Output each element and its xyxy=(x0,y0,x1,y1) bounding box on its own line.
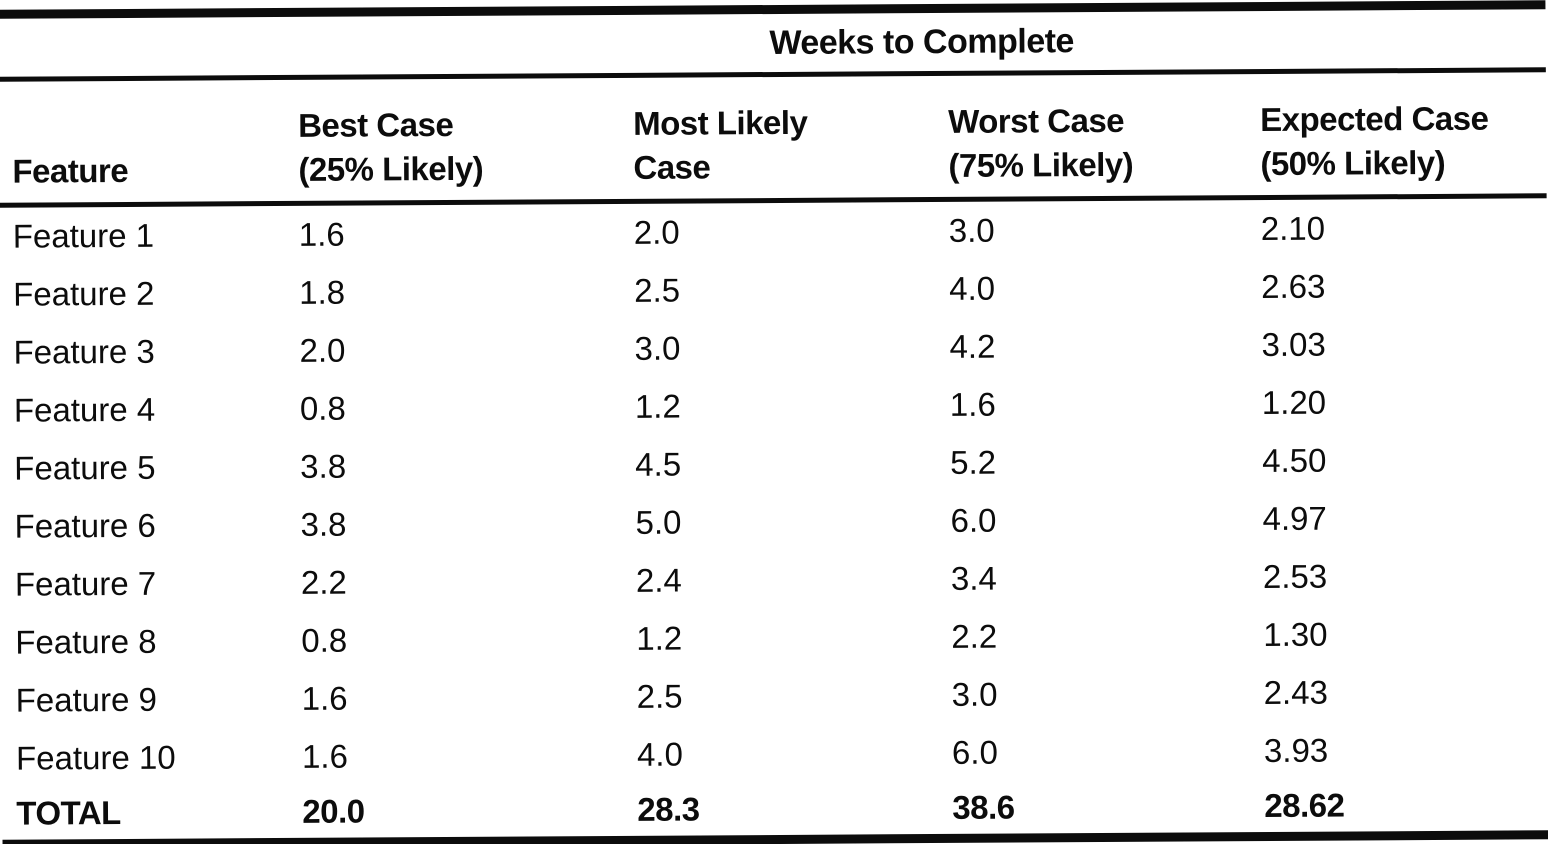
feature-cell: Feature 4 xyxy=(13,390,156,429)
most-likely-cell: 2.5 xyxy=(634,271,681,309)
worst-case-cell: 3.0 xyxy=(948,211,995,249)
worst-case-cell: 4.2 xyxy=(949,327,996,365)
expected-case-cell: 3.93 xyxy=(1263,731,1329,770)
table-row: Feature 1 1.6 2.0 3.0 2.10 xyxy=(0,198,1547,265)
table-row: Feature 5 3.8 4.5 5.2 4.50 xyxy=(0,430,1548,497)
most-likely-cell: 2.0 xyxy=(633,213,680,251)
feature-cell: Feature 8 xyxy=(15,622,157,661)
feature-cell: Feature 10 xyxy=(15,738,176,777)
best-case-cell: 0.8 xyxy=(301,621,348,659)
table-row: Feature 7 2.2 2.4 3.4 2.53 xyxy=(1,546,1548,613)
expected-case-cell: 3.03 xyxy=(1261,325,1326,364)
table-row: Feature 8 0.8 1.2 2.2 1.30 xyxy=(1,604,1548,671)
col-header-expected-case: Expected Case (50% Likely) xyxy=(1260,99,1489,183)
total-label: TOTAL xyxy=(16,793,121,832)
expected-case-cell: 1.20 xyxy=(1261,383,1327,422)
table-row: Feature 10 1.6 4.0 6.0 3.93 xyxy=(2,720,1548,787)
table-row: Feature 6 3.8 5.0 6.0 4.97 xyxy=(0,488,1548,555)
feature-cell: Feature 3 xyxy=(13,332,155,371)
worst-case-cell: 6.0 xyxy=(951,733,998,771)
feature-cell: Feature 6 xyxy=(14,506,156,545)
col-header-feature: Feature xyxy=(12,151,129,190)
table-row: Feature 2 1.8 2.5 4.0 2.63 xyxy=(0,256,1547,323)
col-header-worst-case: Worst Case (75% Likely) xyxy=(948,101,1134,184)
table-row: Feature 3 2.0 3.0 4.2 3.03 xyxy=(0,314,1548,381)
most-likely-cell: 3.0 xyxy=(634,329,681,367)
feature-cell: Feature 7 xyxy=(14,564,157,603)
most-likely-cell: 1.2 xyxy=(636,619,683,657)
best-case-cell: 0.8 xyxy=(299,389,346,427)
total-most-likely-cell: 28.3 xyxy=(637,790,700,828)
total-best-case-cell: 20.0 xyxy=(302,792,365,830)
best-case-cell: 3.8 xyxy=(300,505,347,543)
spanner-row: Weeks to Complete xyxy=(0,9,1546,76)
table-row: Feature 9 1.6 2.5 3.0 2.43 xyxy=(1,662,1548,729)
feature-cell: Feature 5 xyxy=(14,448,156,487)
table-row: Feature 4 0.8 1.2 1.6 1.20 xyxy=(0,372,1548,439)
best-case-cell: 2.0 xyxy=(299,331,346,369)
total-worst-case-cell: 38.6 xyxy=(952,788,1015,826)
most-likely-cell: 1.2 xyxy=(634,387,681,425)
best-case-cell: 1.6 xyxy=(301,737,348,775)
most-likely-cell: 2.5 xyxy=(636,677,683,715)
total-row: TOTAL 20.0 28.3 38.6 28.62 xyxy=(2,778,1548,839)
worst-case-cell: 5.2 xyxy=(950,443,997,481)
worst-case-cell: 3.4 xyxy=(950,559,997,597)
feature-cell: Feature 1 xyxy=(12,216,155,255)
most-likely-cell: 4.5 xyxy=(635,445,682,483)
feature-cell: Feature 9 xyxy=(15,680,158,719)
col-header-most-likely: Most Likely Case xyxy=(633,103,808,186)
col-header-best-case: Best Case (25% Likely) xyxy=(298,105,484,188)
table-title: Weeks to Complete xyxy=(769,21,1075,62)
best-case-cell: 1.6 xyxy=(298,215,345,253)
worst-case-cell: 4.0 xyxy=(949,269,996,307)
expected-case-cell: 4.50 xyxy=(1262,441,1327,480)
total-expected-case-cell: 28.62 xyxy=(1264,786,1345,825)
feature-cell: Feature 2 xyxy=(13,274,155,313)
worst-case-cell: 6.0 xyxy=(950,501,997,539)
worst-case-cell: 1.6 xyxy=(949,385,996,423)
most-likely-cell: 5.0 xyxy=(635,503,682,541)
expected-case-cell: 2.63 xyxy=(1261,267,1326,306)
expected-case-cell: 2.10 xyxy=(1260,209,1326,248)
worst-case-cell: 2.2 xyxy=(951,617,998,655)
expected-case-cell: 2.43 xyxy=(1263,673,1328,712)
most-likely-cell: 4.0 xyxy=(636,735,683,773)
best-case-cell: 3.8 xyxy=(300,447,347,485)
header-row: Feature Best Case (25% Likely) Most Like… xyxy=(0,72,1547,202)
expected-case-cell: 4.97 xyxy=(1262,499,1327,538)
best-case-cell: 1.8 xyxy=(299,273,346,311)
best-case-cell: 2.2 xyxy=(300,563,347,601)
expected-case-cell: 2.53 xyxy=(1262,557,1328,596)
most-likely-cell: 2.4 xyxy=(635,561,682,599)
best-case-cell: 1.6 xyxy=(301,679,348,717)
expected-case-cell: 1.30 xyxy=(1263,615,1328,654)
worst-case-cell: 3.0 xyxy=(951,675,998,713)
